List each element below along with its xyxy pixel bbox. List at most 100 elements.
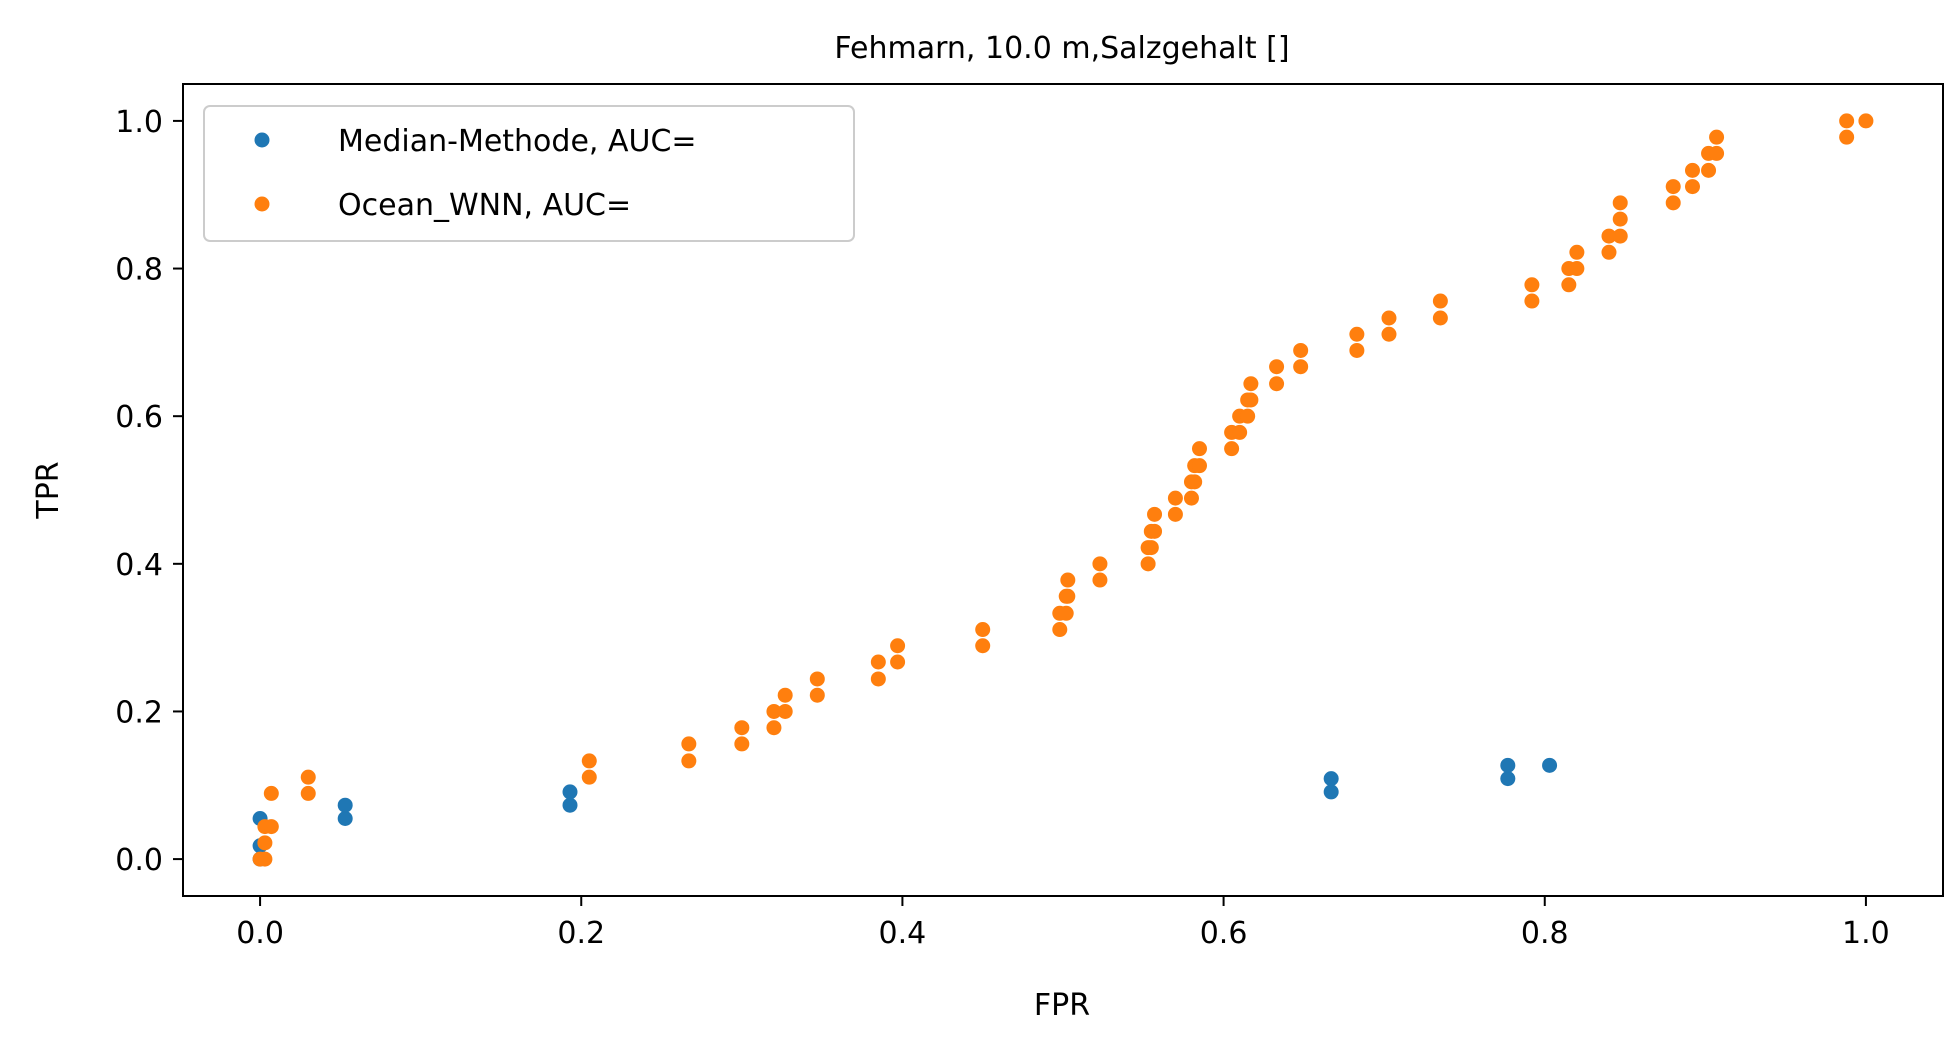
y-axis: 0.0 0.2 0.4 0.6 0.8 1.0 bbox=[115, 105, 183, 878]
data-point bbox=[1500, 771, 1516, 787]
data-point bbox=[734, 736, 750, 752]
data-point bbox=[1060, 572, 1076, 588]
x-axis-label: FPR bbox=[1034, 988, 1090, 1023]
data-point bbox=[1665, 179, 1681, 195]
data-point bbox=[300, 785, 316, 801]
legend-label: Median-Methode, AUC= bbox=[338, 124, 697, 159]
data-point bbox=[581, 769, 597, 785]
data-point bbox=[1569, 244, 1585, 260]
data-point bbox=[1183, 490, 1199, 506]
data-point bbox=[1665, 195, 1681, 211]
data-point bbox=[975, 622, 991, 638]
data-point bbox=[1381, 310, 1397, 326]
data-point bbox=[1240, 408, 1256, 424]
data-point bbox=[777, 687, 793, 703]
x-axis: 0.0 0.2 0.4 0.6 0.8 1.0 bbox=[236, 896, 1890, 951]
data-point bbox=[1684, 162, 1700, 178]
data-point bbox=[1349, 326, 1365, 342]
data-point bbox=[890, 654, 906, 670]
y-tick-label: 0.4 bbox=[115, 548, 163, 583]
data-point bbox=[681, 753, 697, 769]
data-point bbox=[1167, 506, 1183, 522]
data-point bbox=[1058, 605, 1074, 621]
data-point bbox=[1839, 113, 1855, 129]
data-point bbox=[1542, 757, 1558, 773]
data-point bbox=[681, 736, 697, 752]
data-point bbox=[562, 784, 578, 800]
data-point bbox=[1709, 129, 1725, 145]
data-point bbox=[975, 638, 991, 654]
x-tick-label: 1.0 bbox=[1842, 916, 1890, 951]
data-point bbox=[581, 753, 597, 769]
data-point bbox=[1349, 342, 1365, 358]
data-point bbox=[1601, 244, 1617, 260]
x-tick-label: 0.2 bbox=[557, 916, 605, 951]
data-point bbox=[257, 851, 273, 867]
data-point bbox=[257, 835, 273, 851]
data-points bbox=[252, 113, 1874, 867]
data-point bbox=[1167, 490, 1183, 506]
y-tick-label: 1.0 bbox=[115, 105, 163, 140]
data-point bbox=[1323, 771, 1339, 787]
data-point bbox=[1060, 588, 1076, 604]
data-point bbox=[1432, 293, 1448, 309]
data-point bbox=[1381, 326, 1397, 342]
data-point bbox=[1092, 572, 1108, 588]
data-point bbox=[1323, 784, 1339, 800]
data-point bbox=[1052, 622, 1068, 638]
data-point bbox=[1092, 556, 1108, 572]
data-point bbox=[1143, 540, 1159, 556]
y-axis-label: TPR bbox=[31, 461, 66, 519]
data-point bbox=[1187, 474, 1203, 490]
data-point bbox=[263, 785, 279, 801]
series-1-points bbox=[252, 113, 1874, 867]
data-point bbox=[1243, 392, 1259, 408]
data-point bbox=[890, 638, 906, 654]
data-point bbox=[1232, 424, 1248, 440]
data-point bbox=[1191, 458, 1207, 474]
data-point bbox=[1500, 757, 1516, 773]
data-point bbox=[1293, 342, 1309, 358]
data-point bbox=[766, 703, 782, 719]
data-point bbox=[777, 703, 793, 719]
x-tick-label: 0.8 bbox=[1521, 916, 1569, 951]
data-point bbox=[1858, 113, 1874, 129]
data-point bbox=[1684, 179, 1700, 195]
data-point bbox=[1569, 261, 1585, 277]
data-point bbox=[1601, 228, 1617, 244]
y-tick-label: 0.2 bbox=[115, 695, 163, 730]
legend-label: Ocean_WNN, AUC= bbox=[338, 188, 631, 223]
data-point bbox=[1293, 359, 1309, 375]
data-point bbox=[337, 810, 353, 826]
x-tick-label: 0.4 bbox=[879, 916, 927, 951]
legend-marker bbox=[254, 196, 270, 212]
legend: Median-Methode, AUC= Ocean_WNN, AUC= bbox=[203, 105, 855, 242]
plot-area-frame bbox=[182, 83, 1944, 897]
x-tick-label: 0.0 bbox=[236, 916, 284, 951]
data-point bbox=[1269, 359, 1285, 375]
y-tick-label: 0.6 bbox=[115, 400, 163, 435]
data-point bbox=[734, 720, 750, 736]
data-point bbox=[1524, 277, 1540, 293]
data-point bbox=[1709, 145, 1725, 161]
data-point bbox=[1191, 441, 1207, 457]
data-point bbox=[1147, 523, 1163, 539]
data-point bbox=[1701, 162, 1717, 178]
data-point bbox=[1561, 277, 1577, 293]
data-point bbox=[1432, 310, 1448, 326]
data-point bbox=[562, 797, 578, 813]
data-point bbox=[766, 720, 782, 736]
data-point bbox=[1140, 556, 1156, 572]
data-point bbox=[300, 769, 316, 785]
data-point bbox=[1269, 376, 1285, 392]
chart-title: Fehmarn, 10.0 m,Salzgehalt [] bbox=[834, 31, 1289, 66]
data-point bbox=[870, 654, 886, 670]
data-point bbox=[1243, 376, 1259, 392]
legend-box bbox=[203, 105, 855, 242]
data-point bbox=[1524, 293, 1540, 309]
y-tick-label: 0.8 bbox=[115, 253, 163, 288]
data-point bbox=[263, 819, 279, 835]
data-point bbox=[1612, 195, 1628, 211]
data-point bbox=[809, 687, 825, 703]
